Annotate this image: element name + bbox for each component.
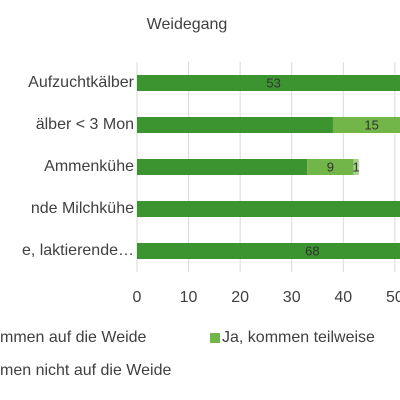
data-label: 53 — [266, 75, 280, 90]
x-tick-label: 40 — [334, 289, 352, 306]
data-label: 68 — [305, 243, 319, 258]
legend-label: mmen auf die Weide — [0, 329, 147, 346]
bar — [137, 75, 400, 91]
bar — [307, 159, 354, 175]
y-tick-label: Ammenkühe — [44, 158, 134, 175]
chart-title: Weidegang — [147, 16, 228, 33]
x-tick-label: 30 — [283, 289, 301, 306]
data-label: 9 — [327, 159, 334, 174]
x-tick-label: 20 — [231, 289, 249, 306]
y-tick-label: älber < 3 Mon — [36, 116, 134, 133]
bar — [137, 201, 400, 217]
x-tick-label: 0 — [133, 289, 142, 306]
legend-label: men nicht auf die Weide — [0, 362, 171, 379]
bar — [137, 159, 308, 175]
legend-label: Ja, kommen teilweise — [222, 329, 375, 346]
y-tick-label: nde Milchkühe — [31, 200, 134, 217]
bar — [137, 117, 333, 133]
x-tick-label: 50 — [386, 289, 400, 306]
data-label: 15 — [364, 117, 378, 132]
legend-swatch — [210, 333, 220, 343]
y-tick-label: e, laktierende… — [22, 242, 134, 259]
x-tick-label: 10 — [180, 289, 198, 306]
y-tick-label: Aufzuchtkälber — [28, 74, 135, 91]
data-label: 1 — [353, 159, 360, 174]
bar — [137, 243, 400, 259]
bar — [332, 117, 400, 133]
bar — [353, 159, 359, 175]
